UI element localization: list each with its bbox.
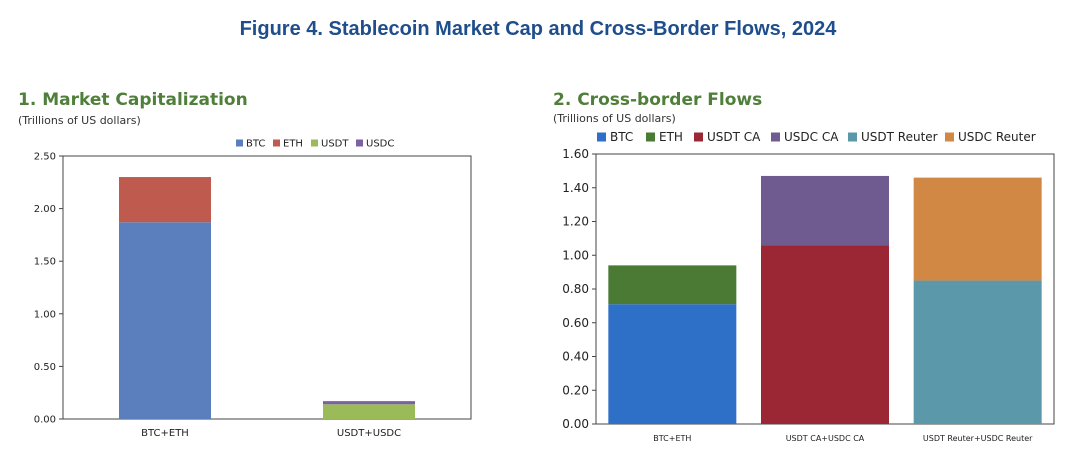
bar-btc (608, 304, 737, 424)
legend-swatch (236, 139, 243, 147)
bar-usdc-ca (761, 175, 889, 246)
bar-usdt (323, 404, 415, 419)
bar-eth (608, 265, 737, 305)
legend-swatch (694, 132, 703, 142)
legend-swatch (311, 139, 318, 147)
legend-label: USDT (321, 139, 349, 150)
legend-swatch (945, 132, 954, 142)
left-panel-title: 1. Market Capitalization (18, 90, 248, 110)
x-category-label: BTC+ETH (141, 428, 189, 439)
y-tick-label: 2.50 (34, 152, 56, 163)
legend-swatch (848, 132, 857, 142)
legend-swatch (771, 132, 780, 142)
y-tick-label: 2.00 (34, 204, 56, 215)
y-tick-label: 0.40 (562, 350, 589, 364)
x-category-label: USDT CA+USDC CA (786, 434, 865, 443)
legend-label: USDT Reuter (861, 130, 938, 144)
y-tick-label: 0.50 (34, 362, 56, 373)
bar-usdc-reuter (913, 177, 1042, 281)
figure-title: Figure 4. Stablecoin Market Cap and Cros… (239, 18, 837, 40)
legend-swatch (597, 132, 606, 142)
y-tick-label: 0.80 (562, 282, 589, 296)
y-tick-label: 0.60 (562, 316, 589, 330)
y-tick-label: 1.00 (562, 248, 589, 262)
left-panel-subtitle: (Trillions of US dollars) (18, 114, 141, 127)
y-tick-label: 0.20 (562, 383, 589, 397)
legend-label: USDC CA (784, 130, 839, 144)
y-tick-label: 1.40 (562, 181, 589, 195)
legend-label: USDT CA (707, 130, 761, 144)
legend-label: USDC Reuter (958, 130, 1036, 144)
plot-frame-1 (62, 155, 472, 420)
right-panel-title: 2. Cross-border Flows (553, 90, 763, 110)
legend-label: ETH (659, 130, 683, 144)
bar-usdt-reuter (913, 280, 1042, 424)
y-tick-label: 1.50 (34, 257, 56, 268)
x-category-label: BTC+ETH (653, 434, 691, 443)
y-tick-label: 0.00 (34, 415, 56, 426)
legend-swatch (273, 139, 280, 147)
legend-label: BTC (610, 130, 633, 144)
y-tick-label: 1.60 (562, 147, 589, 161)
legend-label: BTC (246, 139, 265, 150)
bar-usdc (323, 401, 415, 405)
legend-swatch (356, 139, 363, 147)
y-tick-label: 1.00 (34, 309, 56, 320)
bar-eth (119, 177, 211, 223)
legend-label: USDC (366, 139, 394, 150)
bar-btc (119, 222, 211, 419)
x-category-label: USDT Reuter+USDC Reuter (923, 434, 1033, 443)
y-tick-label: 1.20 (562, 215, 589, 229)
y-tick-label: 0.00 (562, 417, 589, 431)
x-category-label: USDT+USDC (337, 428, 401, 439)
legend-label: ETH (283, 139, 303, 150)
right-panel-subtitle: (Trillions of US dollars) (553, 112, 676, 125)
bar-usdt-ca (761, 245, 889, 424)
legend-swatch (646, 132, 655, 142)
